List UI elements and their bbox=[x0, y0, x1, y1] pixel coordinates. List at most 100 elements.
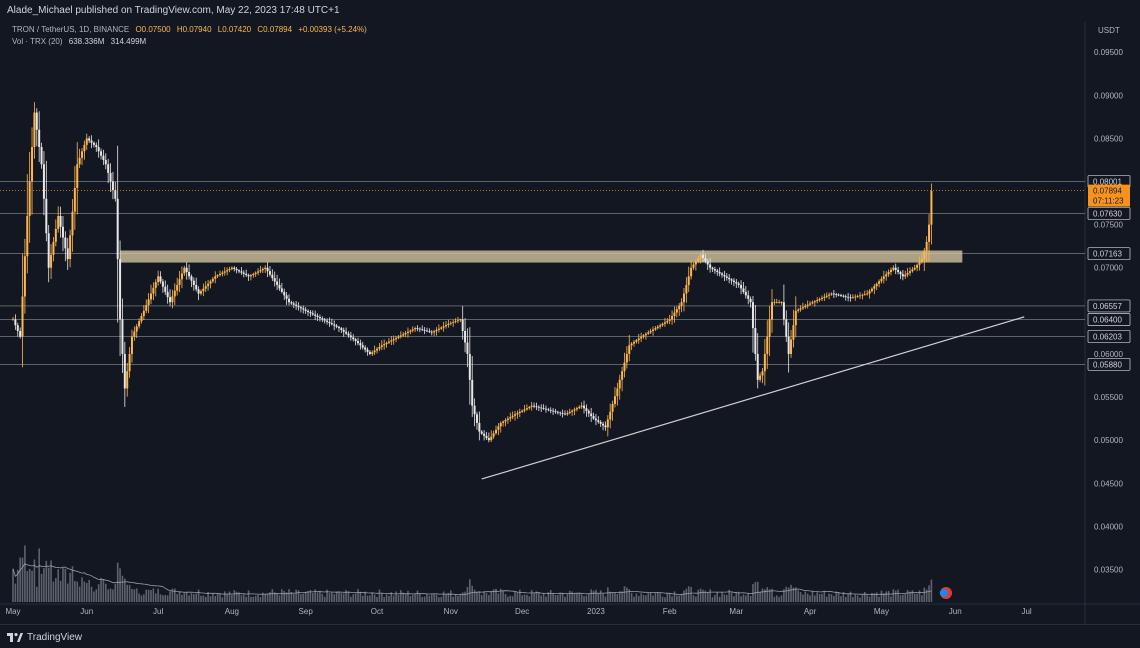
candle-body bbox=[76, 164, 79, 188]
volume-bar bbox=[119, 568, 121, 602]
current-price-tag bbox=[1088, 184, 1130, 207]
candle-body bbox=[126, 371, 129, 389]
candle-body bbox=[511, 415, 514, 418]
candle-body bbox=[81, 151, 83, 158]
candle-body bbox=[19, 330, 22, 337]
candle-body bbox=[14, 319, 17, 326]
candle-body bbox=[302, 308, 305, 310]
candle-body bbox=[440, 327, 443, 329]
volume-bar bbox=[509, 595, 512, 602]
volume-bar bbox=[304, 591, 307, 602]
volume-bar bbox=[676, 595, 678, 602]
volume-bar bbox=[12, 568, 14, 602]
candle-body bbox=[909, 271, 911, 273]
candle-body bbox=[920, 259, 923, 262]
volume-bar bbox=[664, 597, 666, 602]
volume-bar bbox=[414, 594, 416, 602]
y-tick-label: 0.08500 bbox=[1094, 134, 1123, 143]
candle-body bbox=[763, 353, 766, 372]
candle-body bbox=[16, 325, 19, 331]
volume-bar bbox=[540, 595, 543, 602]
volume-bar bbox=[209, 596, 212, 602]
volume-bar bbox=[212, 593, 214, 602]
ohlc-close: C0.07894 bbox=[257, 25, 293, 34]
candle-body bbox=[428, 331, 431, 332]
volume-bar bbox=[69, 572, 71, 602]
candle-body bbox=[873, 286, 876, 289]
volume-bar bbox=[899, 595, 902, 602]
volume-bar bbox=[204, 596, 207, 602]
candle-body bbox=[894, 267, 897, 270]
candle-body bbox=[316, 315, 319, 318]
volume-bar bbox=[852, 597, 854, 602]
candle-body bbox=[309, 312, 312, 314]
volume-bar bbox=[566, 594, 569, 602]
volume-bar bbox=[221, 597, 224, 602]
candle-body bbox=[823, 296, 826, 298]
volume-bar bbox=[523, 594, 526, 602]
volume-bar bbox=[618, 591, 621, 602]
candle-body bbox=[911, 269, 914, 272]
candle-body bbox=[71, 211, 74, 236]
candle-body bbox=[647, 332, 650, 334]
candle-body bbox=[326, 320, 329, 322]
candle-body bbox=[678, 305, 681, 310]
candle-body bbox=[285, 295, 288, 299]
y-tick-label: 0.06000 bbox=[1094, 350, 1123, 359]
candle-body bbox=[150, 293, 152, 300]
volume-bar bbox=[814, 595, 816, 602]
candle-body bbox=[616, 388, 619, 397]
volume-bar bbox=[488, 595, 490, 602]
candle-body bbox=[268, 271, 271, 275]
price-level-label: 0.08001 bbox=[1093, 177, 1122, 186]
price-level-tag bbox=[1087, 357, 1131, 371]
candle-body bbox=[732, 280, 735, 283]
candle-body bbox=[259, 270, 262, 272]
volume-bar bbox=[43, 568, 45, 602]
volume-bar bbox=[319, 590, 321, 602]
volume-bar bbox=[178, 591, 181, 602]
volume-bar bbox=[742, 594, 745, 602]
candle-body bbox=[280, 288, 283, 292]
volume-bar bbox=[323, 596, 326, 602]
candle-body bbox=[226, 270, 229, 272]
volume-bar bbox=[809, 595, 811, 602]
candle-body bbox=[252, 273, 255, 276]
volume-bar bbox=[378, 589, 381, 602]
volume-bar bbox=[135, 588, 138, 602]
volume-bar bbox=[409, 596, 412, 602]
candle-body bbox=[140, 316, 143, 322]
candle-body bbox=[392, 339, 395, 341]
volume-bar bbox=[62, 568, 64, 602]
tradingview-logo[interactable]: TradingView bbox=[7, 632, 82, 643]
candle-body bbox=[387, 341, 390, 343]
candle-body bbox=[599, 422, 602, 424]
candle-body bbox=[214, 276, 217, 279]
volume-bar bbox=[671, 596, 673, 602]
candle-body bbox=[801, 307, 804, 309]
volume-bar bbox=[535, 591, 538, 602]
volume-bar bbox=[419, 593, 421, 602]
volume-bar bbox=[516, 592, 519, 602]
volume-bar bbox=[126, 584, 129, 602]
candle-body bbox=[209, 281, 212, 284]
candle-body bbox=[399, 335, 402, 337]
candle-body bbox=[373, 350, 376, 353]
candle-body bbox=[249, 275, 252, 277]
volume-bar bbox=[335, 591, 338, 602]
candle-body bbox=[454, 321, 457, 323]
volume-bar bbox=[154, 593, 157, 602]
candle-body bbox=[485, 435, 488, 439]
volume-bar bbox=[542, 593, 545, 602]
volume-bar bbox=[526, 594, 528, 602]
volume-bar bbox=[804, 591, 807, 602]
x-tick-label: May bbox=[5, 607, 20, 616]
candle-body bbox=[335, 325, 338, 327]
candle-body bbox=[352, 337, 355, 340]
candle-body bbox=[618, 379, 621, 389]
price-level-tag bbox=[1087, 330, 1131, 343]
candle-body bbox=[123, 353, 126, 389]
candle-body bbox=[790, 339, 793, 354]
candle-body bbox=[918, 261, 921, 265]
